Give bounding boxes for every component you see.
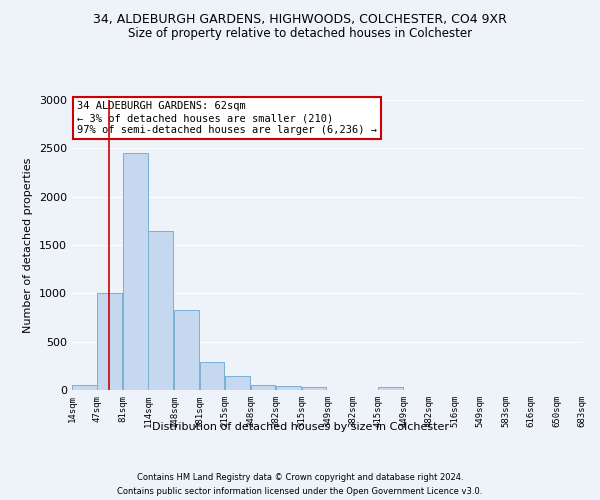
Bar (199, 362, 224, 390)
Bar (97, 294, 122, 390)
Text: Contains HM Land Registry data © Crown copyright and database right 2024.: Contains HM Land Registry data © Crown c… (137, 472, 463, 482)
Y-axis label: Number of detached properties: Number of detached properties (23, 158, 34, 332)
Bar (148, 230, 173, 390)
Text: Contains public sector information licensed under the Open Government Licence v3: Contains public sector information licen… (118, 488, 482, 496)
Bar (175, 310, 199, 390)
Text: 34 ALDEBURGH GARDENS: 62sqm
← 3% of detached houses are smaller (210)
97% of sem: 34 ALDEBURGH GARDENS: 62sqm ← 3% of deta… (77, 102, 377, 134)
Text: Distribution of detached houses by size in Colchester: Distribution of detached houses by size … (151, 422, 449, 432)
Bar (277, 386, 301, 390)
Bar (72, 384, 97, 390)
Bar (226, 376, 250, 390)
Bar (251, 384, 275, 390)
Bar (302, 387, 326, 390)
Text: 34, ALDEBURGH GARDENS, HIGHWOODS, COLCHESTER, CO4 9XR: 34, ALDEBURGH GARDENS, HIGHWOODS, COLCHE… (93, 12, 507, 26)
Bar (123, 153, 148, 390)
Bar (378, 387, 403, 390)
Text: Size of property relative to detached houses in Colchester: Size of property relative to detached ho… (128, 28, 472, 40)
